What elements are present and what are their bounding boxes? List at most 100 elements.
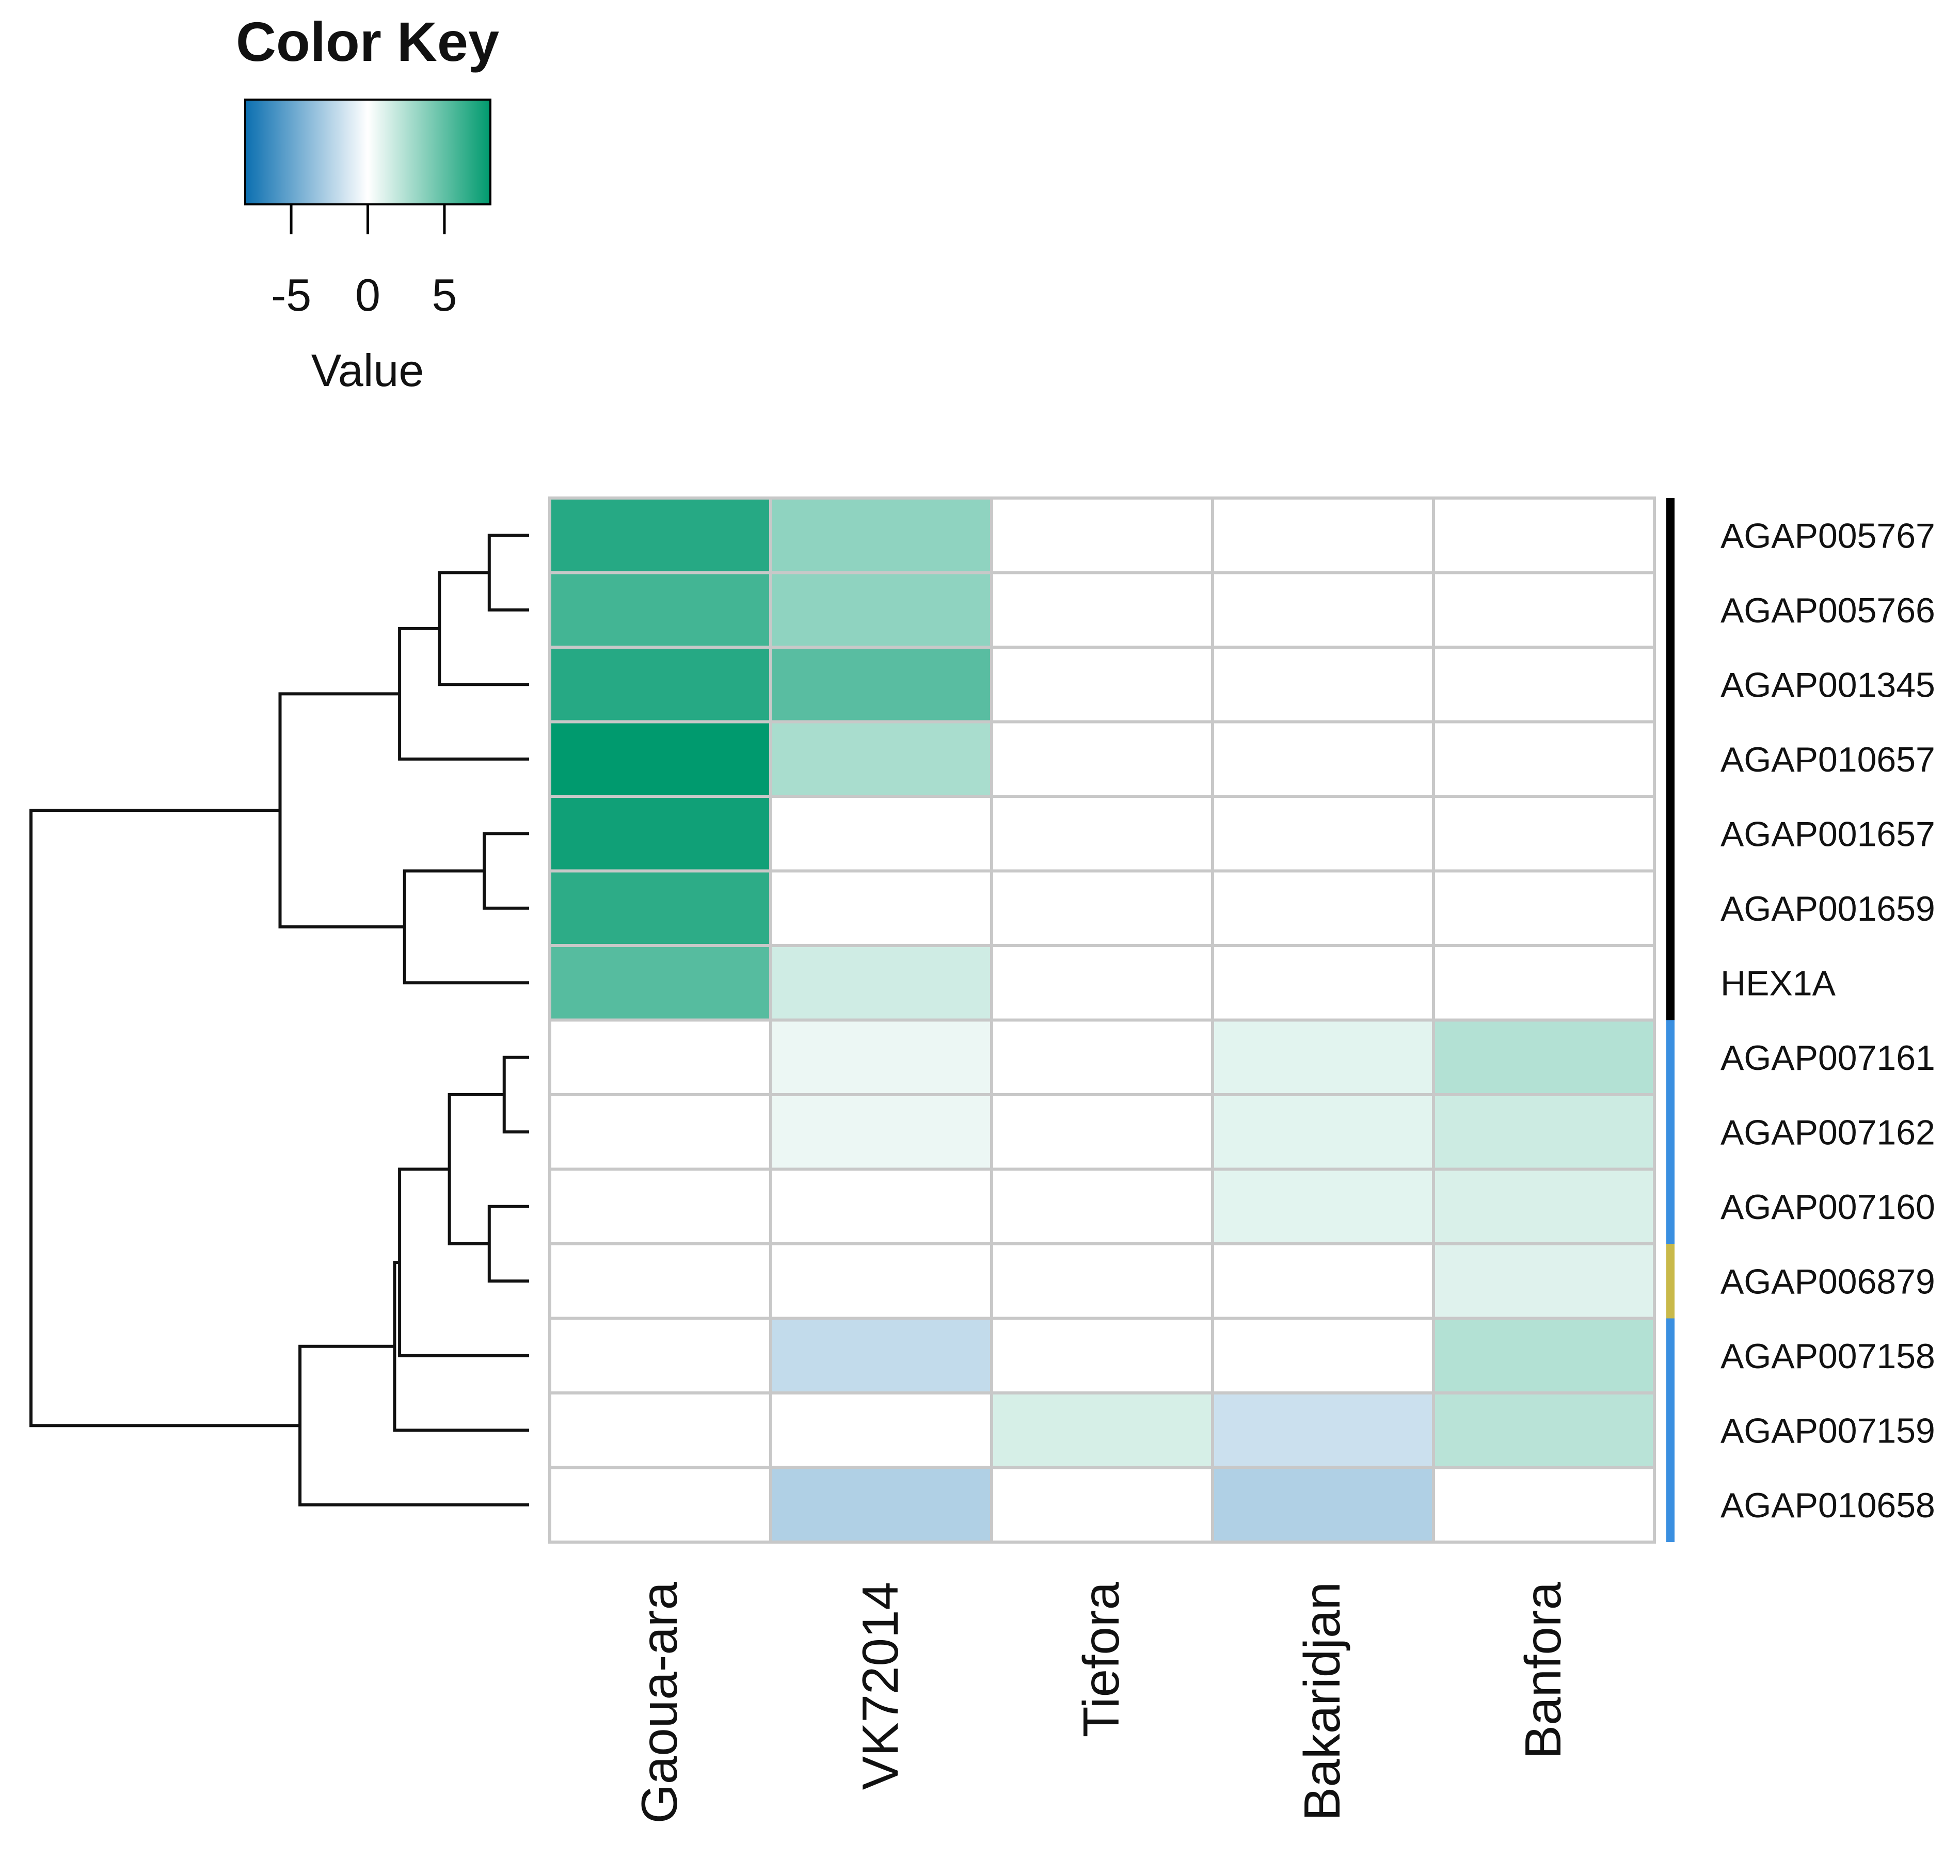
heatmap-cell <box>1211 795 1435 873</box>
heatmap-cell <box>990 944 1214 1022</box>
column-label: Tiefora <box>1073 1582 1129 1738</box>
heatmap-cell <box>1432 795 1656 873</box>
row-label: AGAP007160 <box>1720 1188 1935 1227</box>
heatmap-cell <box>990 720 1214 798</box>
row-label: HEX1A <box>1720 964 1836 1003</box>
color-key: Color Key -5 0 5 Value <box>236 10 499 396</box>
row-label: AGAP001657 <box>1720 814 1935 854</box>
column-label: Gaoua-ara <box>631 1582 688 1824</box>
column-label: VK72014 <box>852 1582 909 1790</box>
heatmap-cell <box>769 1167 993 1245</box>
color-key-gradient-bar <box>244 99 491 205</box>
heatmap-cell <box>1432 1093 1656 1171</box>
heatmap-cell <box>769 1466 993 1544</box>
heatmap-cell <box>769 496 993 574</box>
column-labels: Gaoua-ara VK72014 Tiefora Bakaridjan Banfora <box>631 1582 1571 1824</box>
heatmap-cell <box>990 1317 1214 1394</box>
heatmap-cell <box>548 720 772 798</box>
heatmap-cell <box>769 1093 993 1171</box>
row-label: AGAP007161 <box>1720 1038 1935 1078</box>
heatmap-cell <box>1211 944 1435 1022</box>
heatmap-cell <box>548 496 772 574</box>
heatmap-cell <box>1211 1242 1435 1320</box>
dendrogram-branch <box>398 627 529 761</box>
row-label: AGAP005766 <box>1720 591 1935 630</box>
heatmap-cell <box>1432 1167 1656 1245</box>
heatmap-cell <box>990 869 1214 947</box>
heatmap-cell <box>990 795 1214 873</box>
dendrogram-branch <box>398 1167 529 1357</box>
heatmap-cell <box>548 1317 772 1394</box>
row-group-bar <box>1666 498 1675 1020</box>
dendrogram-branch <box>403 869 529 985</box>
heatmap-cell <box>769 869 993 947</box>
heatmap-cell <box>1211 1093 1435 1171</box>
dendrogram-branch <box>483 832 529 910</box>
heatmap-cell <box>1211 1317 1435 1394</box>
heatmap-cell <box>769 1317 993 1394</box>
row-label: AGAP006879 <box>1720 1262 1935 1301</box>
heatmap-cell <box>1432 1391 1656 1469</box>
heatmap-cell <box>769 795 993 873</box>
heatmap-cell <box>1432 1466 1656 1544</box>
heatmap-cell <box>1432 720 1656 798</box>
heatmap-cell <box>1432 1317 1656 1394</box>
row-label: AGAP001345 <box>1720 665 1935 704</box>
dendrogram-branch <box>393 1261 529 1432</box>
heatmap-cell <box>1211 869 1435 947</box>
heatmap-cell <box>990 571 1214 649</box>
color-key-tick-label: 5 <box>432 269 457 320</box>
dendrogram-branch <box>298 1344 529 1506</box>
dendrogram-branch <box>502 1055 529 1134</box>
heatmap-cell <box>548 795 772 873</box>
heatmap-cell <box>1432 646 1656 724</box>
heatmap-cell <box>548 1466 772 1544</box>
heatmap-cell <box>548 944 772 1022</box>
heatmap-cell <box>548 571 772 649</box>
color-key-tick-label: 0 <box>355 269 380 320</box>
heatmap-cell <box>990 496 1214 574</box>
heatmap-cells <box>548 496 1656 1544</box>
heatmap-cell <box>990 1466 1214 1544</box>
heatmap-cell <box>1211 1391 1435 1469</box>
row-label: AGAP007162 <box>1720 1113 1935 1152</box>
heatmap-cell <box>769 1242 993 1320</box>
heatmap-cell <box>548 1242 772 1320</box>
row-label: AGAP007159 <box>1720 1411 1935 1450</box>
row-group-sidebar <box>1666 498 1675 1542</box>
heatmap-cell <box>1432 496 1656 574</box>
row-dendrogram <box>29 534 529 1506</box>
row-label: AGAP001659 <box>1720 889 1935 928</box>
heatmap-cell <box>548 1018 772 1096</box>
dendrogram-branch <box>487 1205 529 1283</box>
heatmap-cell <box>1211 720 1435 798</box>
heatmap-cell <box>1432 869 1656 947</box>
row-labels: AGAP005767 AGAP005766 AGAP001345 AGAP010657… <box>1720 516 1935 1525</box>
heatmap-cell <box>769 646 993 724</box>
row-label: AGAP005767 <box>1720 516 1935 555</box>
color-key-tick-label: -5 <box>271 269 311 320</box>
heatmap-cell <box>990 1018 1214 1096</box>
heatmap-cell <box>1211 1018 1435 1096</box>
heatmap-cell <box>990 1242 1214 1320</box>
dendrogram-branch <box>278 692 405 928</box>
row-label: AGAP010658 <box>1720 1486 1935 1525</box>
heatmap-cell <box>990 1093 1214 1171</box>
heatmap-cell <box>1432 1018 1656 1096</box>
color-key-label: Value <box>311 345 424 396</box>
dendrogram-branch <box>448 1093 504 1245</box>
heatmap-cell <box>769 944 993 1022</box>
heatmap-cell <box>1432 1242 1656 1320</box>
heatmap-cell <box>548 1391 772 1469</box>
heatmap-cell <box>1211 496 1435 574</box>
row-group-bar <box>1666 1244 1675 1319</box>
color-key-ticks: -5 0 5 <box>271 204 457 320</box>
dendrogram-branch <box>487 534 529 612</box>
heatmap-cell <box>769 720 993 798</box>
dendrogram-branch <box>29 809 300 1428</box>
heatmap-cell <box>769 571 993 649</box>
heatmap-cell <box>990 1167 1214 1245</box>
heatmap-cell <box>990 1391 1214 1469</box>
heatmap-cell <box>1211 646 1435 724</box>
heatmap-cell <box>769 1018 993 1096</box>
